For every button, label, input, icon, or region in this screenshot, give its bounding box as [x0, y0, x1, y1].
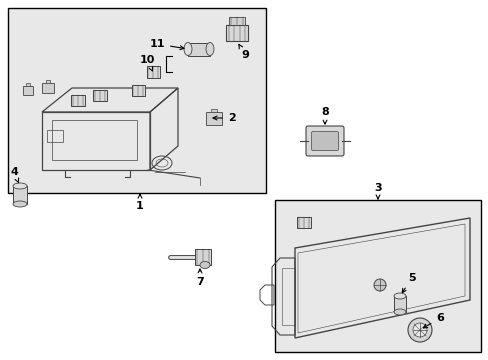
Bar — [13, 186, 27, 204]
Ellipse shape — [13, 183, 27, 189]
Ellipse shape — [205, 42, 214, 55]
FancyBboxPatch shape — [305, 126, 343, 156]
Bar — [45, 80, 50, 83]
Bar — [8, 8, 265, 193]
Text: 7: 7 — [196, 269, 203, 287]
Ellipse shape — [393, 309, 405, 315]
Text: 3: 3 — [373, 183, 381, 199]
Ellipse shape — [373, 279, 385, 291]
Bar — [195, 249, 210, 265]
Bar — [228, 17, 244, 25]
Text: 6: 6 — [423, 313, 443, 328]
Text: 2: 2 — [213, 113, 235, 123]
Bar — [93, 90, 107, 100]
Text: 4: 4 — [10, 167, 19, 183]
Bar — [187, 43, 209, 56]
Ellipse shape — [393, 293, 405, 299]
Bar — [52, 120, 137, 160]
Bar — [23, 85, 33, 94]
Bar — [131, 85, 144, 95]
Bar — [47, 130, 63, 142]
Bar — [71, 94, 85, 105]
Bar — [26, 82, 30, 85]
Bar — [225, 25, 247, 41]
Text: 8: 8 — [321, 107, 328, 124]
Bar — [393, 296, 405, 312]
Text: 5: 5 — [402, 273, 415, 293]
Text: 9: 9 — [239, 44, 248, 60]
Bar — [205, 112, 222, 125]
Ellipse shape — [200, 261, 209, 269]
Ellipse shape — [407, 318, 431, 342]
Bar — [210, 108, 217, 112]
Ellipse shape — [412, 323, 426, 337]
Bar — [274, 200, 480, 352]
FancyBboxPatch shape — [311, 131, 338, 150]
Text: 10: 10 — [140, 55, 155, 71]
Ellipse shape — [183, 42, 192, 55]
Bar — [296, 216, 310, 228]
Bar — [42, 83, 54, 93]
Text: 11: 11 — [149, 39, 183, 50]
Ellipse shape — [13, 201, 27, 207]
Text: 1: 1 — [136, 194, 143, 211]
Bar — [146, 66, 159, 78]
